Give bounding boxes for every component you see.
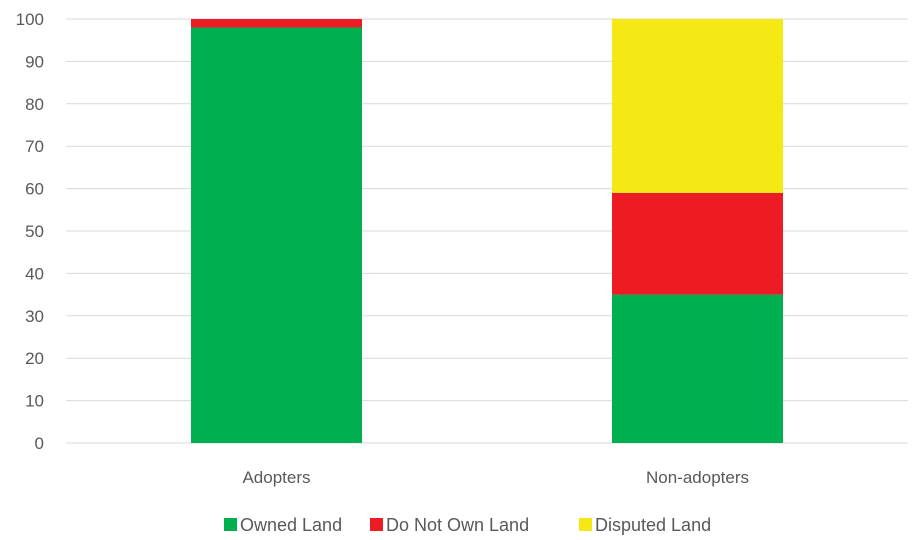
y-tick-label: 60 bbox=[25, 180, 44, 199]
y-tick-label: 40 bbox=[25, 264, 44, 283]
bar-segment bbox=[612, 295, 783, 443]
legend-swatch bbox=[370, 518, 383, 531]
y-tick-label: 70 bbox=[25, 137, 44, 156]
x-axis-category-labels: Adopters Non-adopters bbox=[242, 468, 749, 487]
legend-label: Do Not Own Land bbox=[386, 515, 529, 535]
bar-segment bbox=[191, 27, 362, 443]
x-category-label: Non-adopters bbox=[646, 468, 749, 487]
y-tick-label: 0 bbox=[35, 434, 44, 453]
y-tick-label: 50 bbox=[25, 222, 44, 241]
legend-swatch bbox=[579, 518, 592, 531]
y-tick-label: 80 bbox=[25, 95, 44, 114]
y-tick-label: 100 bbox=[16, 10, 44, 29]
legend: Owned Land Do Not Own Land Disputed Land bbox=[224, 515, 711, 535]
bar-segment bbox=[612, 19, 783, 193]
y-axis-tick-labels: 0 10 20 30 40 50 60 70 80 90 100 bbox=[16, 10, 44, 453]
y-tick-label: 30 bbox=[25, 307, 44, 326]
legend-swatch bbox=[224, 518, 237, 531]
x-category-label: Adopters bbox=[242, 468, 310, 487]
legend-label: Disputed Land bbox=[595, 515, 711, 535]
bar-segment bbox=[612, 193, 783, 295]
bar-segment bbox=[191, 19, 362, 27]
y-tick-label: 90 bbox=[25, 52, 44, 71]
y-tick-label: 10 bbox=[25, 392, 44, 411]
y-tick-label: 20 bbox=[25, 349, 44, 368]
legend-label: Owned Land bbox=[240, 515, 342, 535]
